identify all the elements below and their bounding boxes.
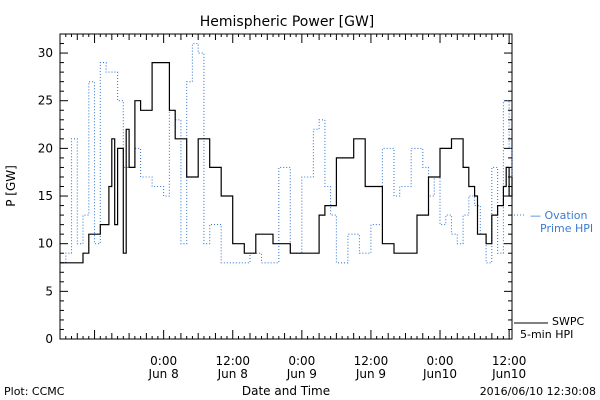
footer-timestamp: 2016/06/10 12:30:08 (480, 385, 596, 398)
series-ovation-hpi-line (60, 42, 513, 264)
x-tick-label-time: 0:00 (150, 354, 177, 368)
y-axis-label: P [GW] (4, 165, 18, 207)
series-layer (60, 42, 513, 264)
legend-swpc-line2: 5-min HPI (520, 328, 573, 341)
footer-credit: Plot: CCMC (4, 385, 65, 398)
x-tick-label-date: Jun 8 (217, 367, 248, 381)
x-tick-label-date: Jun 9 (286, 367, 317, 381)
x-axis-label: Date and Time (242, 384, 330, 398)
y-tick-label: 15 (38, 189, 53, 203)
x-tick-label-date: Jun 8 (148, 367, 179, 381)
y-tick-label: 0 (45, 332, 53, 346)
x-tick-label-date: Jun10 (491, 367, 526, 381)
y-tick-label: 10 (38, 237, 53, 251)
legend-ovation-line2: Prime HPI (540, 222, 593, 235)
plot-frame (59, 33, 513, 340)
y-tick-label: 25 (38, 94, 53, 108)
x-tick-label-date: Jun 9 (355, 367, 386, 381)
x-tick-label-time: 0:00 (288, 354, 315, 368)
series-swpc-hpi-line (60, 62, 513, 264)
x-tick-label-time: 12:00 (492, 354, 527, 368)
y-axis: 0 5 10 15 20 25 30 (38, 33, 512, 346)
y-tick-label: 20 (38, 141, 53, 155)
x-tick-label-date: Jun10 (422, 367, 457, 381)
x-tick-label-time: 12:00 (354, 354, 389, 368)
y-tick-label: 5 (45, 284, 53, 298)
y-tick-label: 30 (38, 46, 53, 60)
x-tick-label-time: 0:00 (427, 354, 454, 368)
chart-title: Hemispheric Power [GW] (200, 14, 375, 30)
legend-ovation-line1: — Ovation (530, 209, 588, 222)
legend-swpc-line1: SWPC (552, 315, 584, 328)
x-tick-label-time: 12:00 (215, 354, 250, 368)
